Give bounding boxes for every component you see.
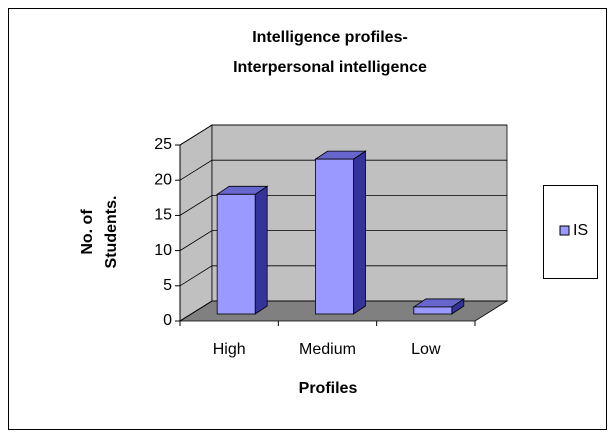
y-tick-label: 15	[154, 207, 172, 224]
legend	[543, 185, 598, 279]
y-tick-label: 10	[154, 242, 172, 259]
grid-line	[179, 159, 507, 181]
legend-label: IS	[573, 222, 588, 239]
grid-line	[179, 230, 507, 251]
x-axis-label: Profiles	[299, 380, 358, 397]
left-wall	[179, 124, 213, 322]
bar	[314, 150, 367, 315]
grid-line	[179, 300, 507, 322]
bar-side	[254, 185, 268, 315]
y-tick-label: 5	[163, 277, 172, 294]
y-tick-label: 25	[154, 136, 172, 153]
x-tick-label: High	[213, 341, 246, 358]
x-tick-label: Low	[411, 341, 441, 358]
bar-front	[216, 193, 256, 315]
y-tick-label: 0	[163, 312, 172, 329]
y-tick-label: 20	[154, 171, 172, 188]
grid-line	[179, 194, 507, 216]
y-axis-label: No. of Students.	[79, 196, 120, 269]
bar	[215, 185, 269, 315]
x-tick-label: Medium	[299, 341, 356, 358]
grid-line	[179, 265, 507, 287]
bar-front	[413, 306, 453, 315]
bar-front	[315, 158, 354, 315]
bar	[412, 298, 466, 315]
grid-line	[179, 124, 507, 146]
chart-title: Intelligence profiles-Interpersonal inte…	[233, 29, 427, 76]
bar-side	[353, 150, 366, 315]
legend-swatch	[559, 225, 570, 236]
